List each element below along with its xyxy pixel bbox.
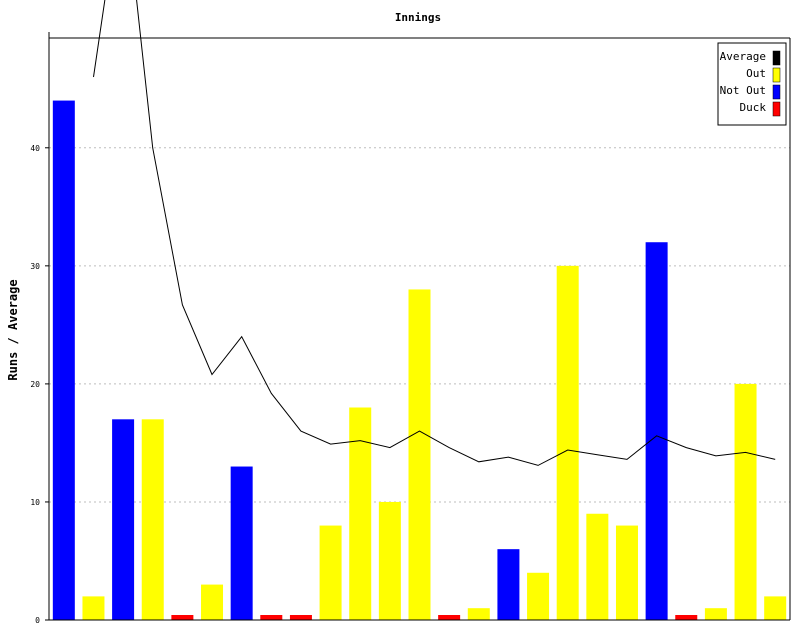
chart-title: Innings	[395, 11, 441, 24]
bar-duck	[260, 615, 283, 620]
bar-out	[764, 596, 787, 620]
y-tick-label: 20	[30, 380, 40, 389]
bar-out	[408, 289, 431, 620]
bar-notout	[52, 100, 75, 621]
bar-out	[141, 419, 164, 620]
legend-swatch	[772, 50, 781, 66]
bar-out	[704, 608, 727, 620]
bar-out	[201, 584, 224, 620]
average-line-layer	[93, 0, 776, 466]
y-tick-label: 40	[30, 144, 40, 153]
y-tick-label: 30	[30, 262, 40, 271]
bar-out	[556, 265, 579, 620]
bar-duck	[675, 615, 698, 620]
bar-notout	[497, 549, 520, 620]
legend-swatch	[772, 67, 781, 83]
y-axis-label: Runs / Average	[6, 279, 20, 380]
bar-out	[319, 525, 342, 620]
bar-notout	[645, 242, 668, 620]
bar-out	[586, 513, 609, 620]
legend-swatch	[772, 101, 781, 117]
average-line	[93, 0, 776, 466]
y-tick-label: 10	[30, 498, 40, 507]
bar-out	[615, 525, 638, 620]
y-tick-label: 0	[35, 616, 40, 625]
bar-out	[82, 596, 105, 620]
bar-out	[467, 608, 490, 620]
legend-swatch	[772, 84, 781, 100]
legend-label: Average	[720, 50, 766, 63]
bar-notout	[230, 466, 253, 620]
bar-duck	[438, 615, 461, 620]
legend-label: Not Out	[720, 84, 766, 97]
bar-out	[734, 383, 757, 620]
legend-label: Duck	[740, 101, 767, 114]
bar-out	[378, 501, 401, 620]
legend-label: Out	[746, 67, 766, 80]
bar-out	[349, 407, 372, 620]
bar-out	[527, 572, 550, 620]
bar-duck	[289, 615, 312, 620]
bar-notout	[112, 419, 135, 620]
axis-layer: 0 10 20 30 40	[30, 32, 791, 625]
bars-layer	[52, 100, 787, 621]
bar-duck	[171, 615, 194, 620]
legend: Average Out Not Out Duck	[717, 42, 787, 126]
